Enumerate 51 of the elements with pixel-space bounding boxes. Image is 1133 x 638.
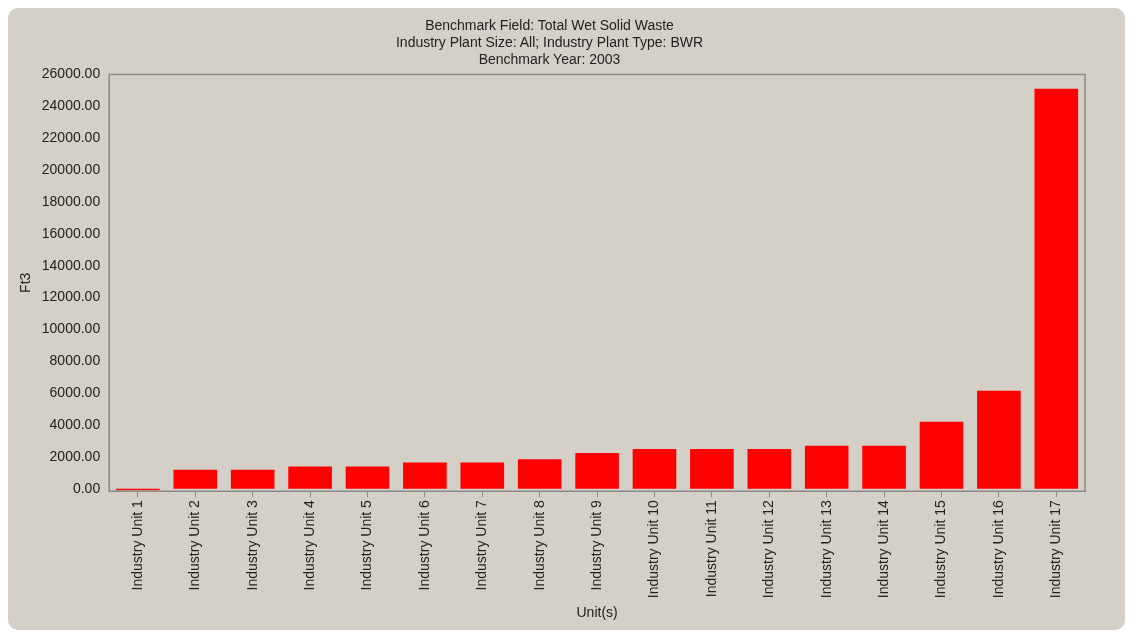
y-tick-label: 16000.00 [41,224,101,241]
x-tick-label: Industry Unit 14 [874,499,891,599]
bar [403,462,447,489]
bar [1034,88,1079,489]
bar [517,459,562,489]
x-tick-label: Industry Unit 2 [186,499,203,591]
x-tick-label: Industry Unit 16 [989,499,1006,599]
y-axis-title: Ft3 [17,272,34,293]
y-tick-label: 12000.00 [41,288,101,305]
y-tick-label: 20000.00 [41,160,101,177]
y-tick-label: 10000.00 [41,320,101,337]
chart-title: Benchmark Field: Total Wet Solid Waste [425,17,675,34]
bar [804,445,849,489]
y-tick-label: 2000.00 [49,447,101,464]
x-tick-label: Industry Unit 12 [760,499,777,599]
x-axis-title: Unit(s) [576,604,618,621]
bar [919,421,964,489]
x-tick-label: Industry Unit 10 [645,499,662,599]
bar [288,466,332,489]
y-tick-label: 14000.00 [41,256,101,273]
bar [575,452,619,489]
x-tick-label: Industry Unit 1 [128,499,145,591]
y-tick-label: 6000.00 [49,384,101,400]
bar [977,390,1021,489]
x-tick-label: Industry Unit 11 [702,499,719,598]
x-tick-label: Industry Unit 6 [415,499,432,591]
x-tick-label: Industry Unit 4 [300,499,317,591]
x-tick-label: Industry Unit 8 [530,499,547,591]
y-tick-label: 18000.00 [41,192,101,209]
y-tick-label: 24000.00 [41,97,101,114]
x-tick-label: Industry Unit 17 [1047,499,1064,599]
bar [345,466,390,489]
x-tick-label: Industry Unit 13 [817,499,834,599]
bar [230,469,275,489]
bar [632,448,677,489]
y-tick-label: 4000.00 [49,415,101,432]
x-tick-label: Industry Unit 3 [243,499,260,591]
x-tick-label: Industry Unit 15 [932,499,949,599]
bar [747,448,792,489]
x-tick-label: Industry Unit 5 [358,499,375,591]
bar [862,445,906,489]
y-tick-label: 22000.00 [41,129,101,146]
bar [173,469,218,489]
x-tick-label: Industry Unit 7 [473,499,490,591]
chart-subtitle: Industry Plant Size: All; Industry Plant Type: BWR Benchmark Year: 2003 [395,34,704,67]
y-tick-label: 26000.00 [41,65,101,82]
y-tick-label: 8000.00 [49,352,101,369]
bar [460,462,505,489]
y-tick-label: 0.00 [72,479,101,496]
x-tick-label: Industry Unit 9 [587,499,604,591]
bar [690,448,734,489]
